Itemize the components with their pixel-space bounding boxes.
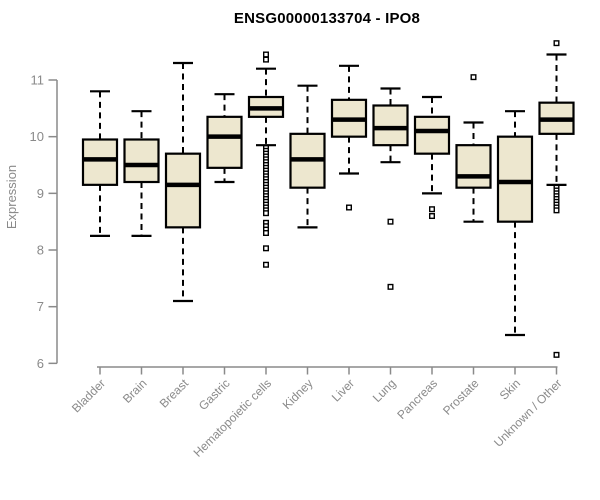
box-group-hematopoietic-cells: [247, 51, 285, 268]
box-group-prostate: [455, 74, 492, 223]
outlier-point: [263, 210, 270, 217]
iqr-box: [206, 115, 243, 169]
x-tick-label-liver: Liver: [329, 376, 357, 404]
box-group-lung: [372, 87, 409, 290]
iqr-box: [496, 135, 534, 223]
box-group-skin: [496, 110, 534, 337]
outlier-point: [263, 230, 270, 237]
y-tick-label: 6: [37, 356, 44, 371]
y-tick-label: 7: [37, 299, 44, 314]
outlier-point: [429, 213, 436, 220]
outlier-point: [387, 283, 394, 290]
x-tick-label-brain: Brain: [120, 376, 150, 406]
box-group-breast: [164, 61, 202, 303]
box-group-liver: [330, 64, 368, 211]
y-axis-title: Expression: [4, 165, 19, 229]
x-tick-label-bladder: Bladder: [69, 376, 108, 415]
box-group-gastric: [206, 93, 243, 184]
outlier-point: [553, 207, 560, 214]
iqr-box: [413, 115, 451, 155]
y-tick-label: 10: [30, 129, 44, 144]
x-tick-label-breast: Breast: [157, 376, 192, 411]
outlier-point: [263, 56, 270, 63]
iqr-box: [455, 144, 492, 189]
x-tick-label-lung: Lung: [370, 376, 399, 405]
x-tick-label-gastric: Gastric: [196, 376, 233, 413]
outlier-point: [553, 40, 560, 47]
outlier-point: [470, 74, 477, 81]
iqr-box: [372, 104, 409, 147]
x-tick-label-skin: Skin: [497, 376, 523, 402]
iqr-box: [81, 138, 119, 186]
y-tick-label: 9: [37, 186, 44, 201]
x-tick-label-hematopoietic-cells: Hematopoietic cells: [191, 376, 274, 459]
y-tick-label: 8: [37, 243, 44, 258]
outlier-point: [263, 245, 270, 252]
outlier-point: [263, 261, 270, 268]
outlier-point: [553, 351, 560, 358]
box-group-bladder: [81, 90, 119, 237]
x-tick-label-kidney: Kidney: [280, 376, 316, 412]
iqr-box: [123, 138, 160, 184]
box-group-kidney: [289, 84, 326, 229]
x-tick-label-prostate: Prostate: [440, 376, 482, 418]
box-group-unknown-other: [538, 40, 575, 358]
outlier-point: [263, 51, 270, 58]
x-tick-label-pancreas: Pancreas: [394, 376, 440, 422]
outlier-point: [346, 204, 353, 211]
iqr-box: [164, 152, 202, 229]
box-group-pancreas: [413, 95, 451, 220]
box-group-brain: [123, 110, 160, 237]
y-tick-label: 11: [31, 73, 45, 88]
outlier-point: [429, 206, 436, 213]
outlier-point: [387, 218, 394, 225]
chart-title: ENSG00000133704 - IPO8: [233, 10, 421, 27]
